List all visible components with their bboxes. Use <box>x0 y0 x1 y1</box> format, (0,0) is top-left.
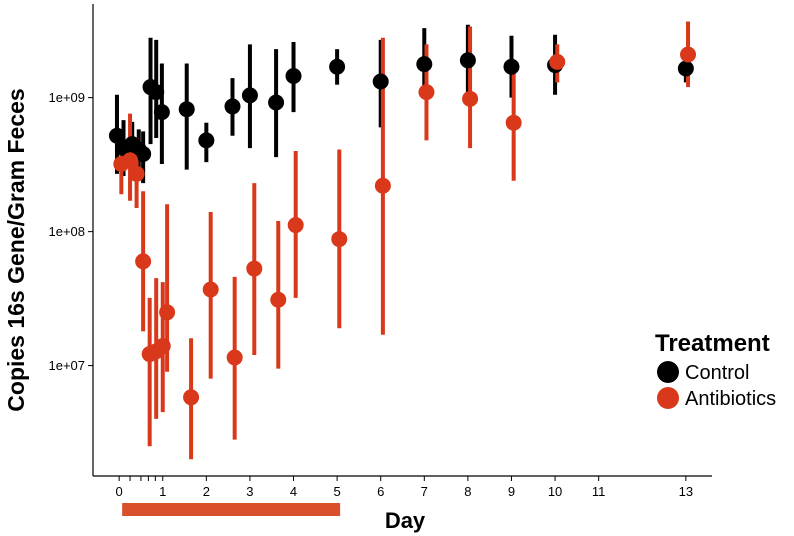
legend: Treatment Control Antibiotics <box>655 330 776 410</box>
antibiotics-point <box>270 291 287 308</box>
antibiotics-point <box>374 177 391 194</box>
error-bars <box>114 21 691 460</box>
x-tick-label: 2 <box>203 484 210 499</box>
antibiotics-point <box>183 389 200 406</box>
control-point <box>459 52 476 69</box>
legend-title: Treatment <box>655 330 770 357</box>
antibiotics-point <box>154 338 171 355</box>
control-point <box>329 58 346 75</box>
control-point <box>285 68 302 85</box>
legend-swatch-control <box>657 361 679 383</box>
control-point <box>178 101 195 118</box>
antibiotics-point <box>226 349 243 366</box>
antibiotics-point <box>418 84 435 101</box>
x-tick-label: 9 <box>508 484 515 499</box>
antibiotics-point <box>159 304 176 321</box>
antibiotics-point <box>202 281 219 298</box>
antibiotics-point <box>505 114 522 131</box>
x-tick-label: 1 <box>159 484 166 499</box>
treatment-period-bar <box>122 503 341 516</box>
legend-swatch-antibiotics <box>657 387 679 409</box>
x-tick-label: 13 <box>679 484 693 499</box>
control-point <box>677 60 694 77</box>
antibiotics-point <box>246 260 263 277</box>
antibiotics-point <box>135 253 152 270</box>
control-point <box>198 132 215 149</box>
control-point <box>153 104 170 121</box>
y-tick-label: 1e+08 <box>48 224 85 239</box>
x-tick-label: 10 <box>548 484 562 499</box>
x-tick-label: 4 <box>290 484 297 499</box>
control-point <box>268 94 285 111</box>
antibiotics-point <box>680 46 697 63</box>
x-tick-label: 8 <box>464 484 471 499</box>
antibiotics-point <box>462 90 479 107</box>
antibiotics-point <box>122 152 139 169</box>
legend-label-antibiotics: Antibiotics <box>685 388 776 410</box>
tick-labels: 1e+07 1e+08 1e+09 0 1 2 3 4 5 6 7 8 9 10 11 13 <box>48 90 693 499</box>
control-point <box>241 87 258 104</box>
control-point <box>372 73 389 90</box>
x-axis-title: Day <box>385 508 426 533</box>
antibiotics-point <box>128 165 145 182</box>
data-points <box>108 46 697 406</box>
control-point <box>108 127 125 144</box>
x-tick-label: 3 <box>246 484 253 499</box>
x-tick-label: 5 <box>333 484 340 499</box>
antibiotics-point <box>331 231 348 248</box>
chart-axes <box>92 4 712 477</box>
control-point <box>135 145 152 162</box>
x-tick-label: 7 <box>421 484 428 499</box>
y-tick-label: 1e+09 <box>48 90 85 105</box>
legend-label-control: Control <box>685 362 749 384</box>
control-point <box>224 98 241 115</box>
x-tick-label: 0 <box>116 484 123 499</box>
x-tick-label: 6 <box>377 484 384 499</box>
control-point <box>148 84 165 101</box>
y-tick-label: 1e+07 <box>48 358 85 373</box>
antibiotics-point <box>287 217 304 234</box>
control-point <box>416 56 433 73</box>
x-tick-label: 11 <box>592 484 606 499</box>
y-axis-title: Copies 16s Gene/Gram Feces <box>3 88 29 411</box>
control-point <box>503 58 520 75</box>
antibiotics-point <box>549 53 566 70</box>
